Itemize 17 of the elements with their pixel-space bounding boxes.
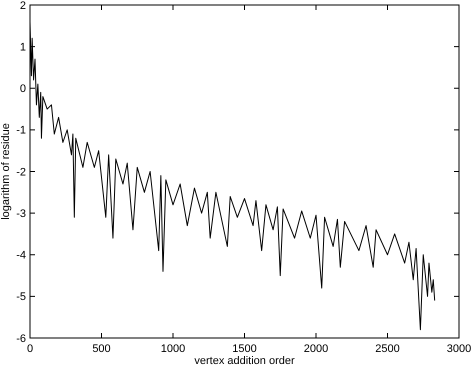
y-tick-label: 0 (20, 83, 26, 96)
y-tick-label: -4 (16, 250, 26, 262)
y-tick-label: -2 (16, 166, 26, 178)
y-tick-label: -1 (16, 124, 26, 137)
y-tick-label: -5 (16, 291, 26, 304)
x-tick-label: 500 (92, 343, 111, 355)
x-tick-label: 1500 (232, 343, 257, 355)
y-tick-label: -6 (16, 332, 26, 345)
x-axis-title: vertex addition order (194, 355, 295, 367)
x-tick-label: 2500 (375, 343, 400, 355)
x-tick-label: 2000 (304, 343, 328, 355)
x-tick-label: 3000 (446, 343, 472, 355)
y-tick-label: -3 (16, 208, 26, 220)
y-tick-label: 2 (20, 0, 26, 12)
x-tick-label: 1000 (160, 343, 186, 355)
y-axis-title: logarithm of residue (0, 123, 12, 220)
y-tick-label: 1 (20, 41, 26, 54)
